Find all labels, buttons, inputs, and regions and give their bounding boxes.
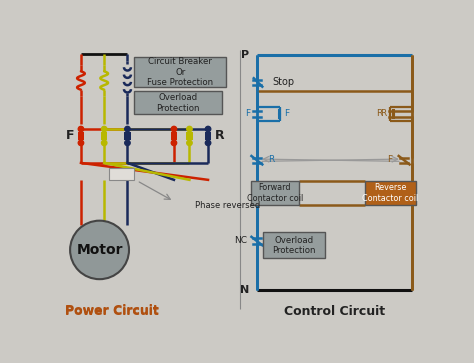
FancyBboxPatch shape — [171, 132, 177, 140]
Circle shape — [187, 126, 192, 132]
Text: R: R — [268, 155, 275, 164]
Text: Power Circuit: Power Circuit — [65, 305, 159, 318]
Text: R: R — [215, 130, 225, 142]
Circle shape — [171, 140, 177, 146]
Text: R: R — [380, 109, 386, 118]
FancyBboxPatch shape — [109, 168, 134, 180]
Circle shape — [101, 140, 107, 146]
FancyBboxPatch shape — [365, 181, 416, 205]
Text: NC: NC — [235, 236, 247, 245]
Circle shape — [78, 126, 84, 132]
Circle shape — [70, 221, 129, 279]
FancyBboxPatch shape — [78, 132, 84, 140]
Text: Overload
Protection: Overload Protection — [273, 236, 316, 255]
Text: F: F — [245, 109, 250, 118]
Text: Reverse
Contactor coil: Reverse Contactor coil — [363, 183, 419, 203]
Circle shape — [125, 140, 130, 146]
FancyBboxPatch shape — [124, 132, 130, 140]
Text: Motor: Motor — [76, 243, 123, 257]
Text: F: F — [66, 130, 74, 142]
FancyBboxPatch shape — [263, 232, 325, 258]
FancyBboxPatch shape — [135, 91, 222, 114]
Circle shape — [187, 140, 192, 146]
Text: Stop: Stop — [273, 77, 294, 87]
Text: R: R — [376, 109, 383, 118]
Circle shape — [101, 126, 107, 132]
FancyBboxPatch shape — [251, 181, 299, 205]
Circle shape — [125, 126, 130, 132]
FancyBboxPatch shape — [186, 132, 192, 140]
Text: N: N — [240, 285, 249, 295]
FancyBboxPatch shape — [135, 57, 226, 87]
Circle shape — [171, 126, 177, 132]
Text: Circuit Breaker
Or
Fuse Protection: Circuit Breaker Or Fuse Protection — [147, 57, 213, 87]
Circle shape — [78, 140, 84, 146]
Text: Control Circuit: Control Circuit — [284, 305, 385, 318]
Circle shape — [205, 126, 211, 132]
Text: F: F — [387, 155, 392, 164]
Text: F: F — [284, 109, 289, 118]
Circle shape — [205, 140, 211, 146]
Text: Overload
Protection: Overload Protection — [156, 93, 200, 113]
Text: P: P — [241, 50, 249, 60]
FancyBboxPatch shape — [101, 132, 107, 140]
Text: Power Circuit: Power Circuit — [65, 304, 159, 317]
FancyBboxPatch shape — [205, 132, 211, 140]
Text: Forward
Contactor coil: Forward Contactor coil — [246, 183, 303, 203]
Text: Phase reversed: Phase reversed — [195, 201, 260, 210]
